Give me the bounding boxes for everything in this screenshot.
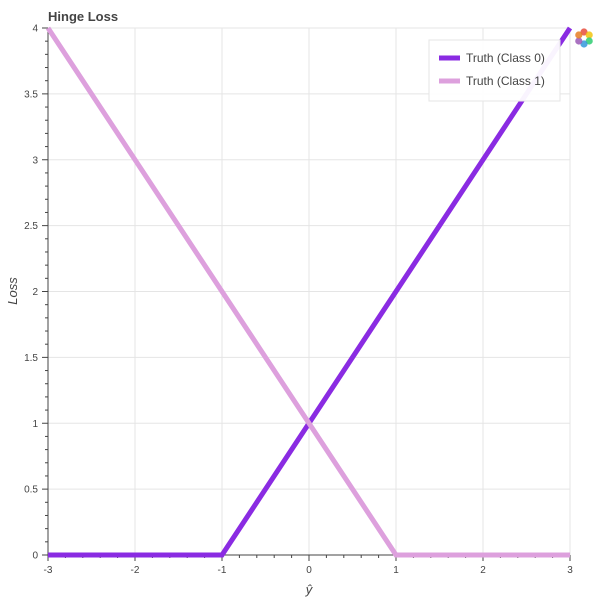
legend-label-1: Truth (Class 0) bbox=[466, 51, 545, 65]
x-tick-label: -2 bbox=[131, 565, 140, 576]
y-axis-label: Loss bbox=[5, 277, 20, 305]
y-tick-label: 3.5 bbox=[24, 89, 38, 100]
y-tick-label: 2.5 bbox=[24, 221, 38, 232]
x-axis-label: ŷ bbox=[305, 582, 314, 597]
x-tick-label: 0 bbox=[306, 565, 312, 576]
y-tick-label: 0.5 bbox=[24, 485, 38, 496]
series-line-2 bbox=[45, 26, 570, 558]
x-tick-label: 2 bbox=[480, 565, 486, 576]
y-tick-label: 3 bbox=[32, 155, 38, 166]
series-line-1 bbox=[48, 26, 573, 558]
y-tick-label: 0 bbox=[32, 551, 38, 562]
legend: Truth (Class 0) Truth (Class 1) bbox=[428, 39, 561, 102]
x-tick-label: 3 bbox=[567, 565, 573, 576]
x-tick-label: -3 bbox=[44, 565, 53, 576]
grid bbox=[47, 27, 571, 556]
x-tick-label: 1 bbox=[393, 565, 399, 576]
legend-box bbox=[428, 39, 561, 102]
y-tick-label: 1 bbox=[32, 419, 38, 430]
y-tick-label: 1.5 bbox=[24, 353, 38, 364]
x-tick-label: -1 bbox=[218, 565, 227, 576]
y-tick-label: 2 bbox=[32, 287, 38, 298]
legend-label-2: Truth (Class 1) bbox=[466, 74, 545, 88]
bokeh-logo-icon[interactable] bbox=[575, 28, 593, 48]
chart-title: Hinge Loss bbox=[48, 9, 118, 24]
series-lines bbox=[45, 26, 573, 558]
axes: -3 -2 -1 0 1 2 3 0 0.5 1 1.5 2 2.5 3 3.5 4 bbox=[24, 24, 573, 577]
y-tick-label: 4 bbox=[32, 24, 38, 35]
